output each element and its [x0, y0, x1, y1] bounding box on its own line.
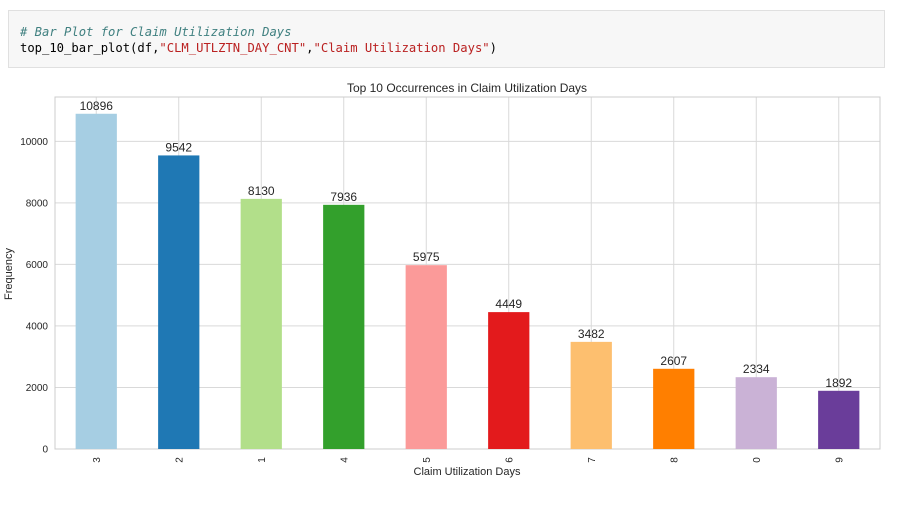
bar-value-label: 2334 [743, 362, 770, 376]
code-function-call: top_10_bar_plot(df, [20, 41, 160, 55]
bar-value-label: 1892 [825, 376, 852, 390]
bar-value-label: 3482 [578, 327, 605, 341]
code-arg-column: "CLM_UTLZTN_DAY_CNT" [159, 41, 307, 55]
y-tick-label: 6000 [26, 260, 49, 271]
bar-4 [323, 204, 365, 449]
chart-title: Top 10 Occurrences in Claim Utilization … [347, 81, 587, 95]
x-tick-label: 7 [587, 457, 598, 463]
bar-1 [240, 198, 282, 449]
chart-output: 10896 9542 8130 7936 5975 4449 3482 2607 2334 189… [0, 72, 918, 504]
bars [75, 113, 860, 449]
plot-frame [54, 96, 881, 450]
y-tick-label: 0 [42, 445, 48, 456]
x-axis-label: Claim Utilization Days [414, 466, 521, 478]
bar-9 [818, 390, 860, 449]
bar-5 [405, 265, 447, 449]
x-tick-label: 1 [257, 457, 268, 463]
bar-value-label: 7936 [330, 190, 357, 204]
x-tick-label: 3 [92, 457, 103, 463]
bar-value-label: 8130 [248, 184, 275, 198]
code-close-paren: ) [489, 41, 497, 55]
x-tick-label: 4 [339, 457, 350, 463]
y-tick-labels: 0 2000 4000 6000 8000 10000 [20, 137, 48, 456]
x-tick-label: 0 [752, 457, 763, 463]
bar-value-label: 10896 [80, 99, 114, 113]
x-tick-label: 8 [669, 457, 680, 463]
bar-8 [653, 368, 695, 449]
x-tick-labels: 3 2 1 4 5 6 7 8 0 9 [92, 457, 846, 463]
code-cell[interactable]: # Bar Plot for Claim Utilization Days to… [8, 10, 885, 68]
y-tick-label: 2000 [26, 383, 49, 394]
y-tick-label: 4000 [26, 321, 49, 332]
code-comment: # Bar Plot for Claim Utilization Days [20, 25, 292, 39]
y-axis-label: Frequency [3, 248, 15, 300]
bar-value-label: 2607 [660, 354, 687, 368]
x-tick-label: 2 [174, 457, 185, 463]
bar-value-label: 4449 [495, 297, 522, 311]
x-tick-label: 5 [422, 457, 433, 463]
bar-2 [158, 155, 200, 449]
bar-0 [735, 377, 777, 449]
y-tick-label: 10000 [20, 137, 48, 148]
x-tick-label: 9 [834, 457, 845, 463]
y-tick-label: 8000 [26, 198, 49, 209]
bar-7 [570, 341, 612, 449]
bar-3 [75, 113, 117, 449]
bar-value-label: 5975 [413, 250, 440, 264]
code-arg-label: "Claim Utilization Days" [313, 41, 490, 55]
data-labels: 10896 9542 8130 7936 5975 4449 3482 2607 2334 189… [80, 99, 853, 390]
code-comma: , [306, 41, 314, 55]
bar-value-label: 9542 [165, 140, 192, 154]
bar-6 [488, 312, 530, 449]
x-tick-label: 6 [504, 457, 515, 463]
